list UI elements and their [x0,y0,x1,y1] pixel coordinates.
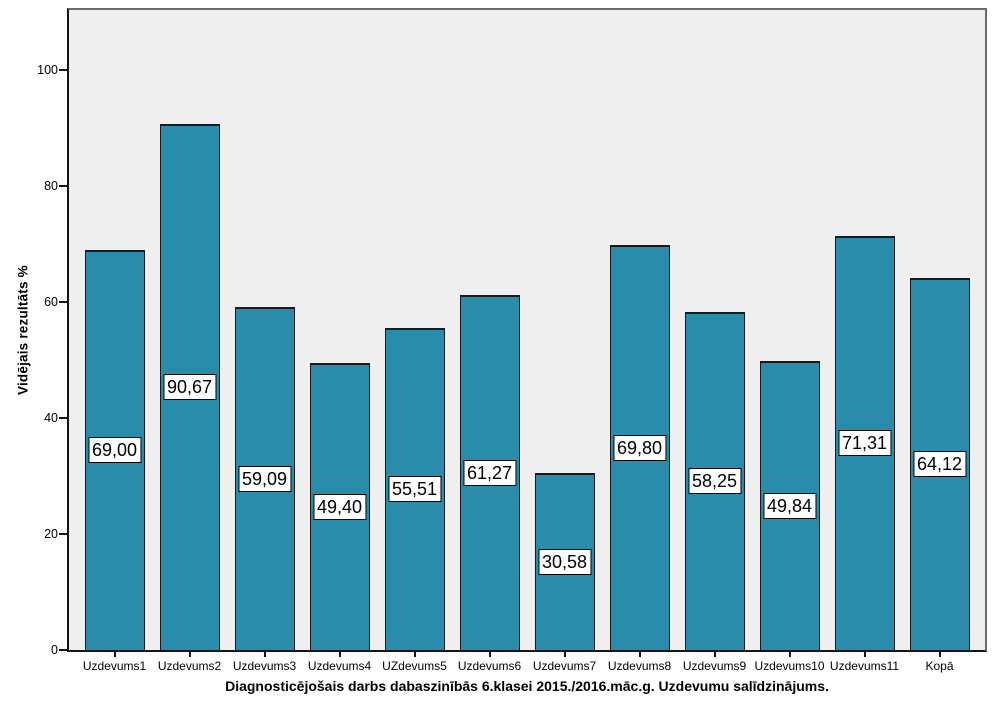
chart-title: Diagnosticējošais darbs dabaszinībās 6.k… [225,678,829,694]
y-axis-title: Vidējais rezultāts % [15,265,31,395]
bar-value-label: 49,84 [762,492,817,519]
x-category-label: Uzdevums9 [682,659,747,673]
x-tick-mark [413,652,416,657]
x-category-label: Uzdevums2 [157,659,222,673]
x-tick-mark [488,652,491,657]
x-tick-mark [938,652,941,657]
x-category-label: Uzdevums10 [754,659,825,673]
y-tick-label: 20 [44,527,58,541]
x-tick-mark [713,652,716,657]
bar-value-label: 49,40 [312,493,367,520]
bar-value-label: 55,51 [387,476,442,502]
y-tick-label: 100 [37,63,58,77]
x-tick-mark [563,652,566,657]
x-tick-mark [263,652,266,657]
bar-value-label: 69,00 [87,437,142,463]
bar-value-label: 30,58 [537,548,592,575]
y-tick-mark [59,533,67,535]
y-tick-label: 80 [44,179,58,193]
x-tick-mark [638,652,641,657]
x-category-label: Kopā [925,659,954,673]
bar-value-label: 58,25 [687,468,742,494]
y-tick-label: 60 [44,295,58,309]
x-category-label: Uzdevums1 [82,659,147,673]
x-category-label: Uzdevums4 [307,659,372,673]
y-tick-mark [59,301,67,303]
x-category-label: Uzdevums8 [607,659,672,673]
x-category-label: Uzdevums3 [232,659,297,673]
bar-value-label: 90,67 [162,374,217,400]
bar-value-label: 59,09 [237,465,292,492]
x-tick-mark [113,652,116,657]
x-category-label: Uzdevums7 [532,659,597,673]
y-tick-label: 0 [51,643,58,657]
bar-value-label: 64,12 [912,451,967,477]
x-tick-mark [863,652,866,657]
y-tick-mark [59,69,67,71]
x-category-label: UZdevums5 [382,659,447,673]
x-tick-mark [788,652,791,657]
bar-value-label: 71,31 [837,430,892,456]
y-tick-mark [59,417,67,419]
y-tick-mark [59,185,67,187]
x-category-label: Uzdevums11 [829,659,900,673]
y-tick-mark [59,649,67,651]
y-tick-label: 40 [44,411,58,425]
x-tick-mark [188,652,191,657]
x-category-label: Uzdevums6 [457,659,522,673]
plot-area [67,8,987,652]
bar-value-label: 61,27 [462,459,517,486]
bar-value-label: 69,80 [612,434,667,461]
x-tick-mark [338,652,341,657]
